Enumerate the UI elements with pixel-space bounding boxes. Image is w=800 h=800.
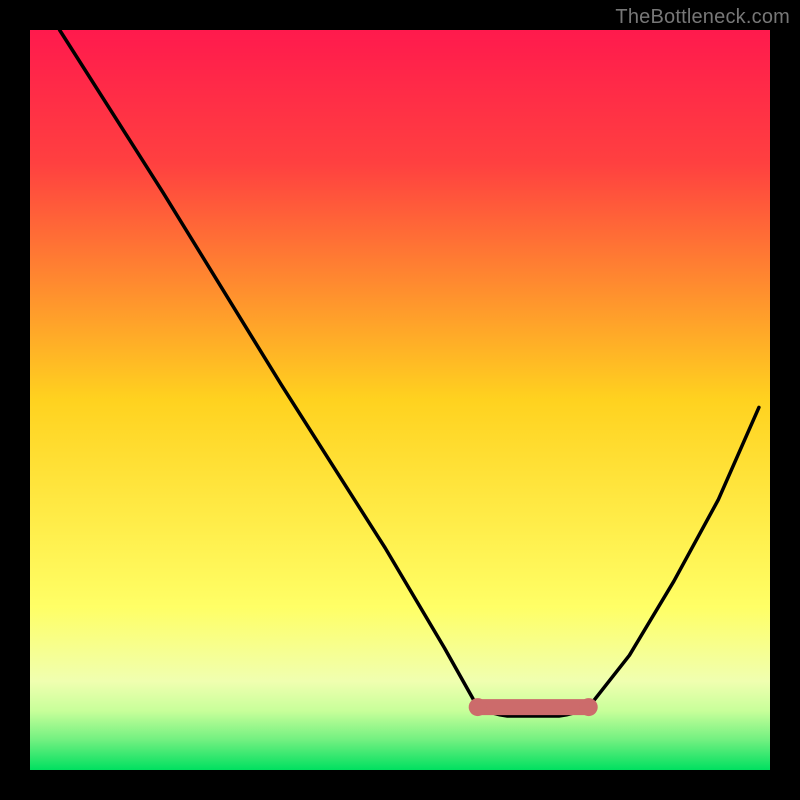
optimal-band-end-right bbox=[580, 698, 598, 716]
optimal-band-end-left bbox=[469, 698, 487, 716]
bottleneck-chart bbox=[0, 0, 800, 800]
attribution-label: TheBottleneck.com bbox=[615, 6, 790, 29]
frame-right bbox=[770, 0, 800, 800]
frame-bottom bbox=[0, 770, 800, 800]
plot-background bbox=[30, 30, 770, 770]
frame-left bbox=[0, 0, 30, 800]
